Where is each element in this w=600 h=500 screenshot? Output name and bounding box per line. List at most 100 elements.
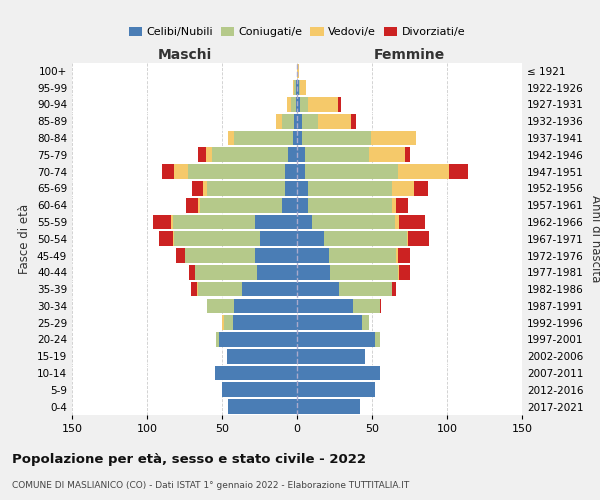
Bar bbox=[297, 80, 299, 95]
Bar bbox=[189, 265, 195, 280]
Bar bbox=[173, 232, 174, 246]
Bar bbox=[285, 164, 297, 179]
Bar bbox=[308, 198, 392, 212]
Bar bbox=[297, 248, 329, 263]
Bar bbox=[297, 148, 305, 162]
Bar bbox=[285, 181, 297, 196]
Bar bbox=[351, 114, 355, 128]
Bar bbox=[260, 232, 297, 246]
Bar bbox=[398, 265, 399, 280]
Bar bbox=[162, 164, 174, 179]
Bar bbox=[297, 181, 308, 196]
Bar bbox=[371, 130, 415, 146]
Bar bbox=[199, 198, 282, 212]
Bar bbox=[192, 181, 203, 196]
Bar bbox=[282, 114, 294, 128]
Bar bbox=[330, 265, 398, 280]
Bar bbox=[392, 181, 414, 196]
Bar bbox=[212, 148, 288, 162]
Bar bbox=[222, 316, 223, 330]
Text: Popolazione per età, sesso e stato civile - 2022: Popolazione per età, sesso e stato civil… bbox=[12, 452, 366, 466]
Bar bbox=[173, 214, 255, 230]
Bar bbox=[302, 130, 371, 146]
Bar bbox=[159, 232, 173, 246]
Text: Maschi: Maschi bbox=[157, 48, 212, 62]
Bar bbox=[297, 298, 353, 314]
Bar bbox=[414, 181, 427, 196]
Bar bbox=[297, 214, 312, 230]
Bar bbox=[375, 332, 380, 347]
Bar bbox=[395, 214, 399, 230]
Bar bbox=[297, 332, 375, 347]
Y-axis label: Fasce di età: Fasce di età bbox=[19, 204, 31, 274]
Bar bbox=[361, 316, 369, 330]
Bar bbox=[205, 148, 212, 162]
Bar bbox=[297, 316, 361, 330]
Text: COMUNE DI MASLIANICO (CO) - Dati ISTAT 1° gennaio 2022 - Elaborazione TUTTITALIA: COMUNE DI MASLIANICO (CO) - Dati ISTAT 1… bbox=[12, 481, 409, 490]
Bar bbox=[318, 114, 351, 128]
Bar bbox=[353, 298, 380, 314]
Bar bbox=[207, 298, 234, 314]
Bar bbox=[449, 164, 468, 179]
Bar bbox=[174, 164, 187, 179]
Bar bbox=[171, 214, 173, 230]
Bar bbox=[337, 97, 341, 112]
Bar bbox=[297, 97, 300, 112]
Bar bbox=[219, 332, 297, 347]
Bar bbox=[185, 248, 255, 263]
Bar bbox=[293, 80, 294, 95]
Bar bbox=[293, 130, 297, 146]
Bar bbox=[198, 282, 241, 296]
Bar bbox=[297, 64, 299, 78]
Bar bbox=[297, 114, 302, 128]
Bar bbox=[407, 232, 408, 246]
Bar bbox=[297, 399, 360, 414]
Bar bbox=[312, 214, 395, 230]
Bar bbox=[408, 232, 429, 246]
Bar bbox=[300, 97, 308, 112]
Bar bbox=[296, 80, 297, 95]
Bar bbox=[288, 148, 297, 162]
Bar bbox=[228, 130, 234, 146]
Bar bbox=[276, 114, 282, 128]
Bar bbox=[294, 80, 296, 95]
Bar bbox=[297, 349, 365, 364]
Bar bbox=[234, 130, 293, 146]
Bar bbox=[187, 164, 285, 179]
Bar bbox=[308, 181, 392, 196]
Bar bbox=[369, 148, 405, 162]
Bar bbox=[195, 265, 257, 280]
Text: Femmine: Femmine bbox=[374, 48, 445, 62]
Bar bbox=[297, 232, 324, 246]
Bar bbox=[255, 248, 297, 263]
Bar bbox=[255, 214, 297, 230]
Bar bbox=[305, 148, 369, 162]
Bar bbox=[392, 198, 396, 212]
Bar bbox=[300, 80, 306, 95]
Bar bbox=[297, 130, 302, 146]
Bar bbox=[339, 282, 392, 296]
Bar bbox=[398, 164, 449, 179]
Bar bbox=[257, 265, 297, 280]
Bar bbox=[398, 248, 409, 263]
Legend: Celibi/Nubili, Coniugati/e, Vedovi/e, Divorziati/e: Celibi/Nubili, Coniugati/e, Vedovi/e, Di… bbox=[124, 22, 470, 42]
Bar bbox=[198, 198, 199, 212]
Bar bbox=[296, 97, 297, 112]
Bar bbox=[297, 282, 339, 296]
Bar bbox=[197, 282, 198, 296]
Bar bbox=[222, 382, 297, 397]
Bar bbox=[215, 366, 297, 380]
Bar bbox=[282, 198, 297, 212]
Bar bbox=[198, 148, 205, 162]
Y-axis label: Anni di nascita: Anni di nascita bbox=[589, 195, 600, 282]
Bar bbox=[297, 382, 375, 397]
Bar bbox=[191, 282, 197, 296]
Bar bbox=[223, 316, 233, 330]
Bar bbox=[291, 97, 296, 112]
Bar bbox=[380, 298, 381, 314]
Bar bbox=[186, 198, 198, 212]
Bar bbox=[392, 282, 396, 296]
Bar bbox=[227, 349, 297, 364]
Bar bbox=[305, 164, 398, 179]
Bar bbox=[324, 232, 407, 246]
